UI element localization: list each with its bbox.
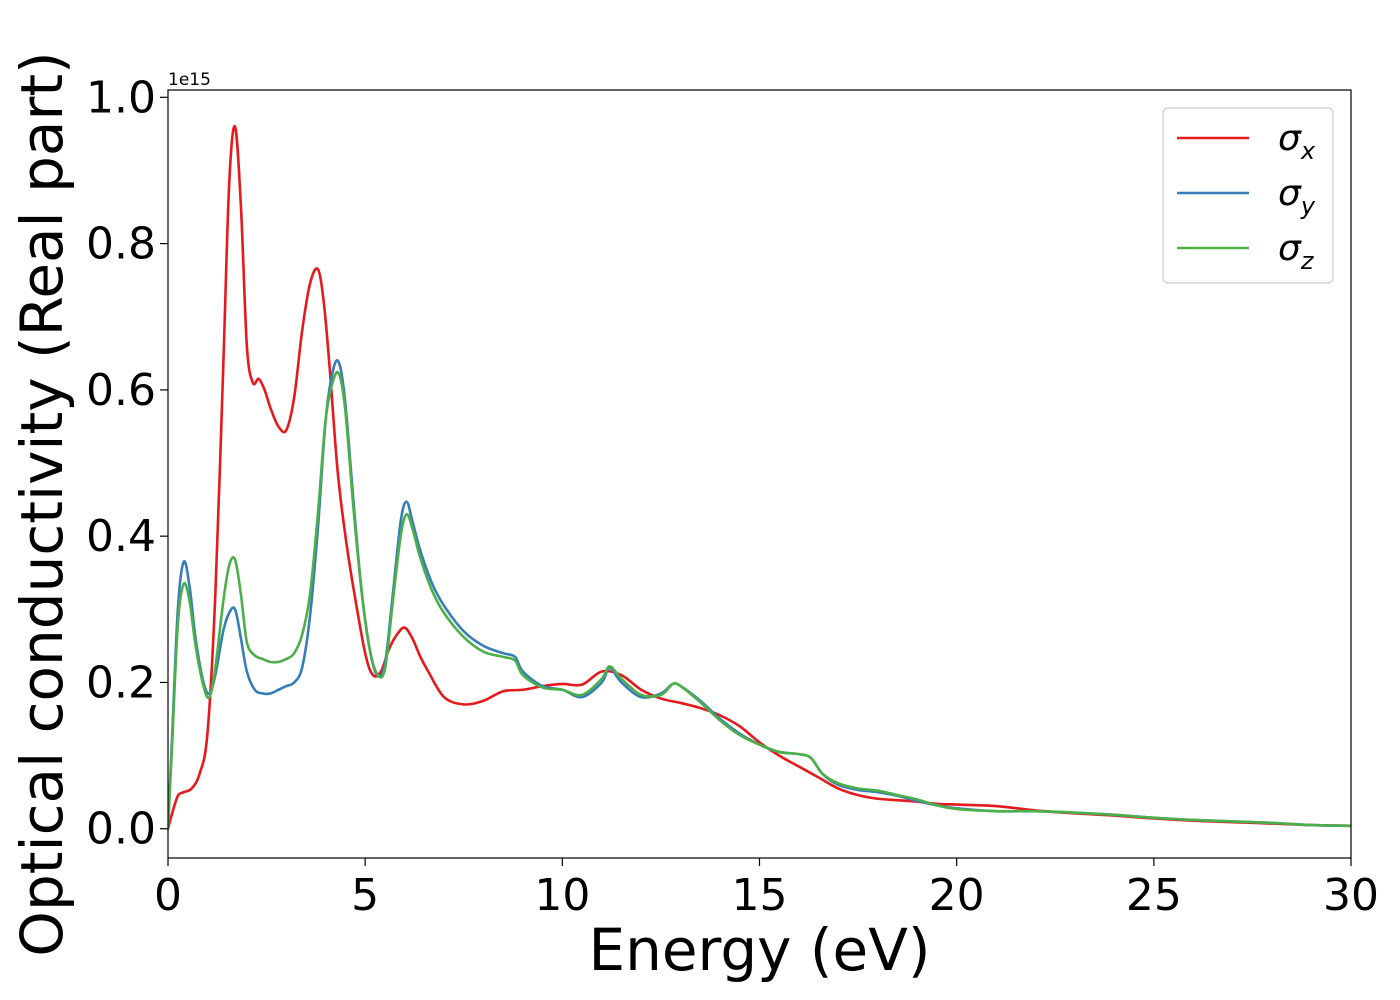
series-line-x <box>168 124 1351 831</box>
legend-label-x: σx <box>1278 118 1316 165</box>
legend-label-z: σz <box>1278 228 1315 275</box>
x-tick-label: 30 <box>1323 870 1379 921</box>
legend-subscript: y <box>1300 192 1316 220</box>
series-line-z <box>168 370 1351 831</box>
y-axis-label: Optical conductivity (Real part) <box>8 51 76 956</box>
y-tick-label: 0.8 <box>86 219 156 270</box>
series-layer <box>168 124 1351 831</box>
x-tick-label: 25 <box>1126 870 1182 921</box>
y-tick-label: 1.0 <box>86 72 156 123</box>
x-tick-label: 0 <box>154 870 182 921</box>
legend-subscript: z <box>1300 247 1315 275</box>
x-tick-label: 20 <box>929 870 985 921</box>
legend-label-y: σy <box>1278 173 1316 220</box>
y-axis-offset-label: 1e15 <box>168 70 211 90</box>
x-tick-label: 10 <box>534 870 590 921</box>
legend-subscript: x <box>1300 137 1316 165</box>
x-axis: 0 5 10 15 20 25 30 <box>154 858 1379 921</box>
series-line-y <box>168 359 1351 831</box>
x-axis-label: Energy (eV) <box>588 916 930 984</box>
legend-symbol: σ <box>1278 173 1302 214</box>
y-tick-label: 0.2 <box>86 657 156 708</box>
y-axis: 0.0 0.2 0.4 0.6 0.8 1.0 <box>86 72 168 855</box>
y-tick-label: 0.0 <box>86 804 156 855</box>
legend-box <box>1162 107 1334 284</box>
x-tick-label: 15 <box>732 870 788 921</box>
legend-symbol: σ <box>1278 118 1302 159</box>
y-tick-label: 0.4 <box>86 511 156 562</box>
x-tick-label: 5 <box>351 870 379 921</box>
legend-symbol: σ <box>1278 228 1302 269</box>
y-tick-label: 0.6 <box>86 365 156 416</box>
